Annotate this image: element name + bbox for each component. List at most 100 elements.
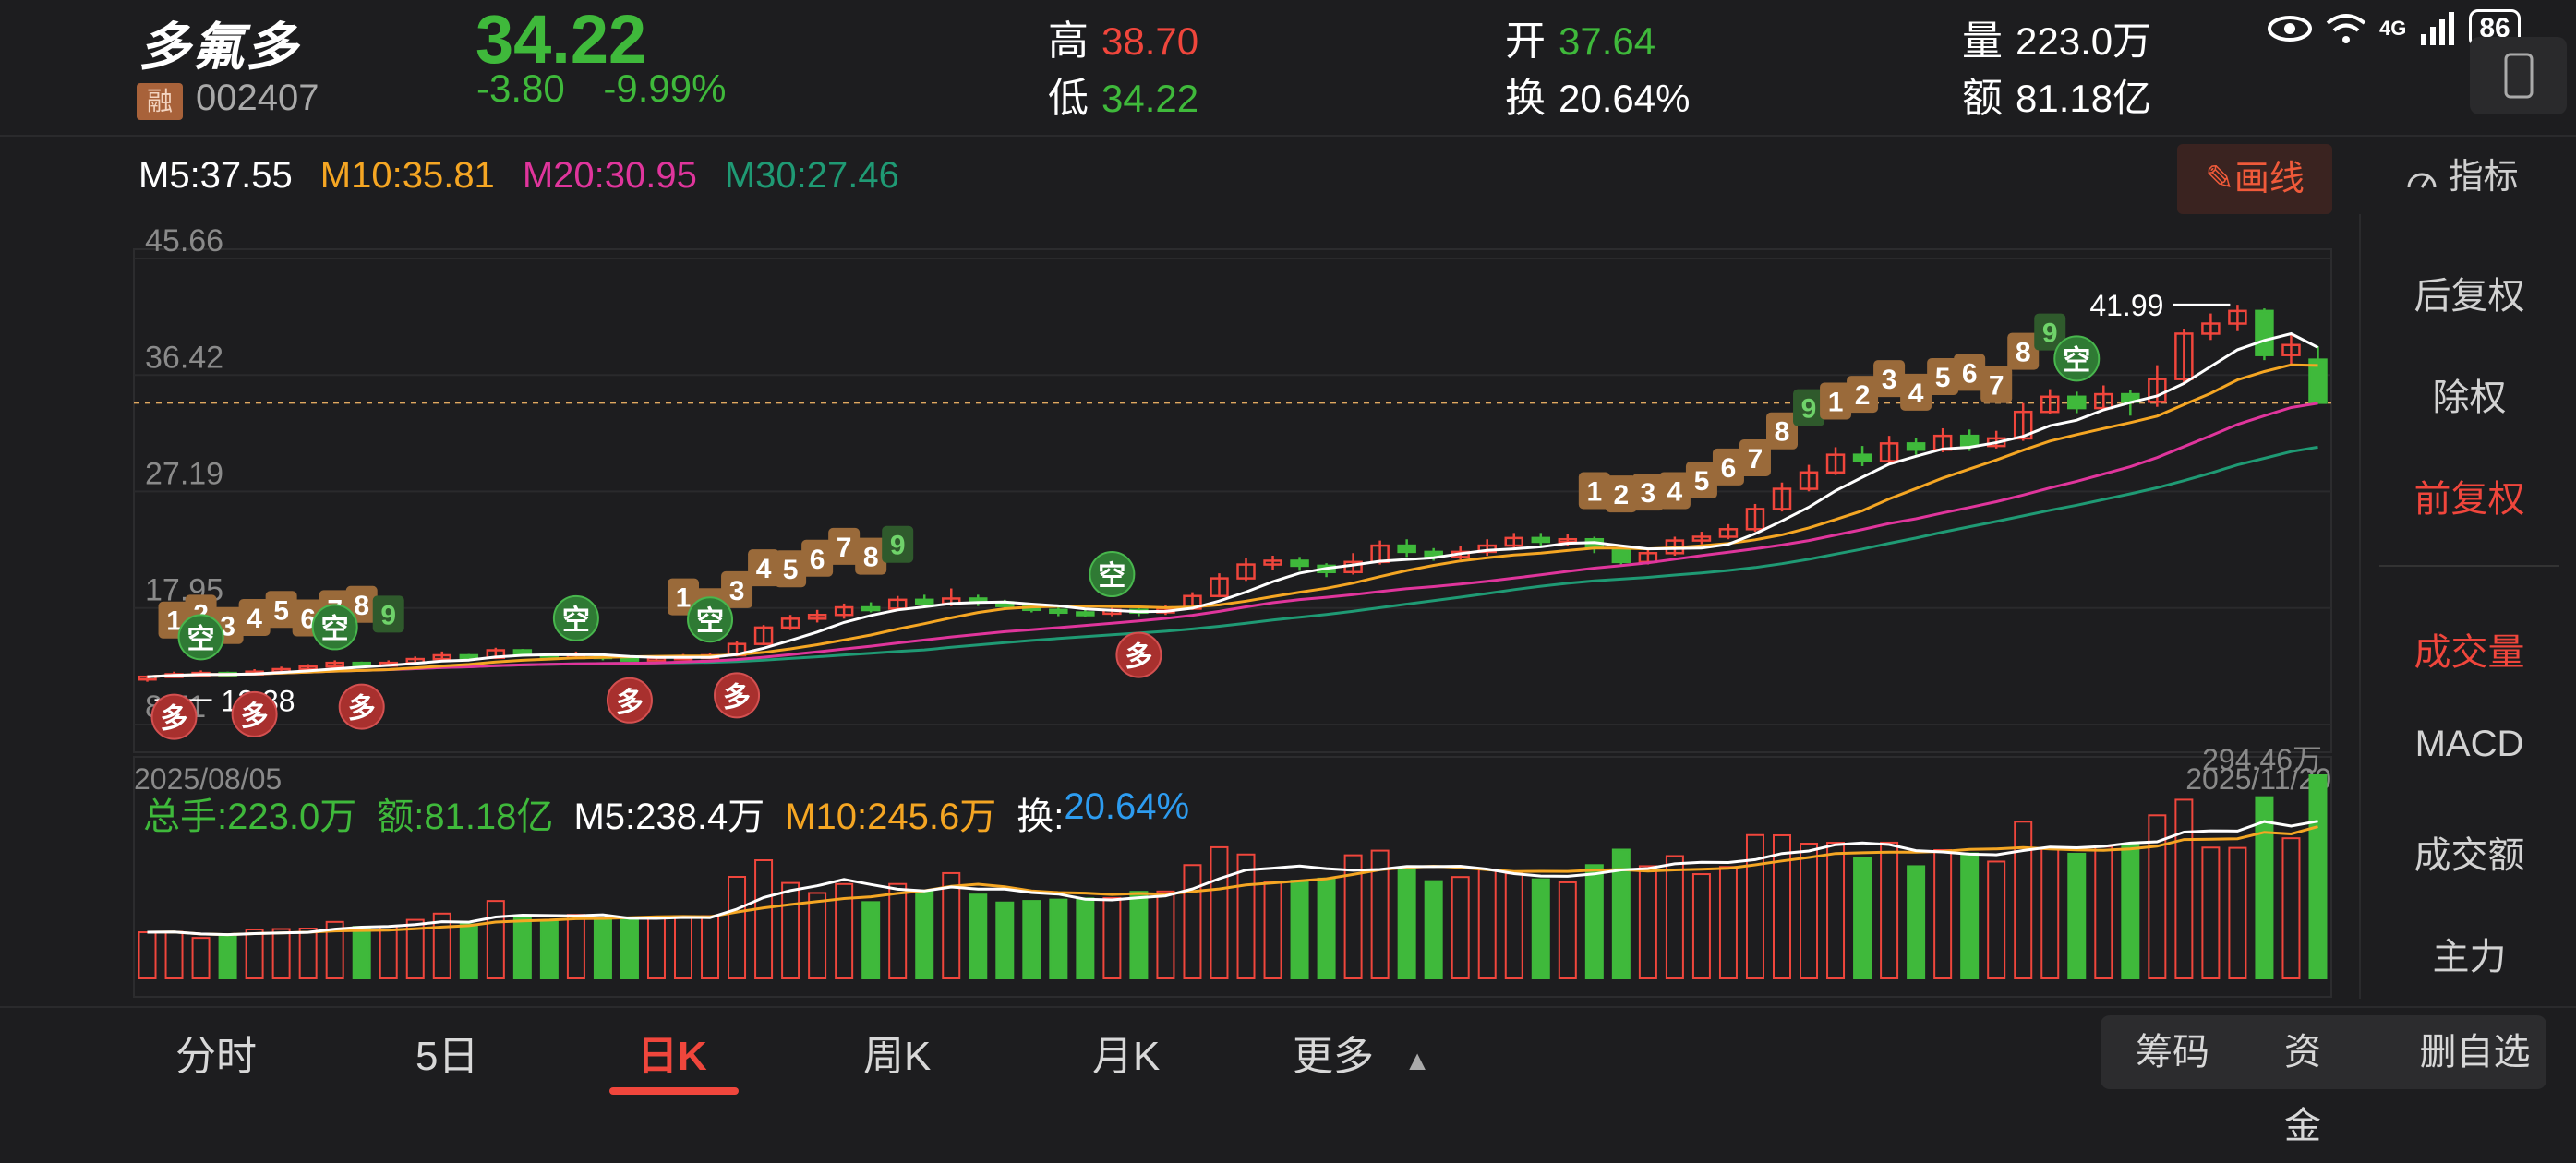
candle-body xyxy=(2255,309,2274,356)
chip-distribution-button[interactable]: 筹码 资金 xyxy=(2101,1015,2331,1146)
candle-body xyxy=(1397,544,1416,554)
x-start-label: 2025/08/05 xyxy=(134,762,282,796)
kline-chart[interactable]: 45.6636.4227.1917.958.712025/08/052025/1… xyxy=(0,222,2359,1006)
sequence-badge xyxy=(1954,354,1986,391)
long-signal-badge xyxy=(606,677,653,724)
volume-bar xyxy=(1156,890,1175,979)
long-signal-badge xyxy=(231,690,278,737)
tab-more[interactable]: 更多 ▲ xyxy=(1293,1023,1431,1082)
volume-bar xyxy=(1102,896,1122,979)
side-item-back-adjusted[interactable]: 后复权 xyxy=(2413,276,2525,317)
candle-body xyxy=(432,653,452,661)
sequence-badge-label: 5 xyxy=(1935,363,1951,393)
candle-body xyxy=(2040,395,2060,414)
side-item-macd[interactable]: MACD xyxy=(2414,724,2524,764)
side-item-amount[interactable]: 成交额 xyxy=(2413,835,2525,876)
volume-turnover-label: 换: xyxy=(1017,797,1065,837)
sequence-badge xyxy=(372,595,404,633)
tab-daily-k[interactable]: 日K xyxy=(637,1034,707,1079)
candle-body xyxy=(1691,535,1712,542)
margin-trading-badge: 融 xyxy=(137,83,183,120)
candle-body xyxy=(1263,559,1282,566)
candle-body xyxy=(2013,410,2033,440)
sequence-badge xyxy=(1820,382,1852,420)
sequence-badge-label: 9 xyxy=(2042,318,2058,349)
tab-5day[interactable]: 5日 xyxy=(415,1034,479,1079)
chip-distribution-label: 筹码 xyxy=(2136,1032,2209,1073)
indicator-button[interactable]: 指标 xyxy=(2405,148,2519,198)
volume-bar xyxy=(2308,774,2328,979)
candle-body xyxy=(1745,508,1765,531)
candle-body xyxy=(753,626,774,645)
tab-intraday[interactable]: 分时 xyxy=(175,1034,257,1079)
side-item-main-force[interactable]: 主力 xyxy=(2432,937,2507,977)
volume-bar xyxy=(646,917,666,979)
sequence-badge-label: 8 xyxy=(354,591,369,621)
volume-bar xyxy=(2067,852,2087,979)
sequence-badge xyxy=(882,525,914,563)
short-signal-label: 空 xyxy=(1098,561,1125,592)
side-item-volume[interactable]: 成交量 xyxy=(2413,632,2525,673)
signal-type-label: 4G xyxy=(2379,17,2407,40)
sequence-badge xyxy=(2034,313,2066,351)
volume-bar xyxy=(1129,891,1149,980)
volume-bar xyxy=(164,930,184,979)
sequence-badge-label: 9 xyxy=(380,600,396,630)
sequence-badge-label: 5 xyxy=(1694,466,1710,497)
quote-turnover-value: 20.64% xyxy=(1559,77,1691,120)
quote-volume-label: 量 xyxy=(1962,18,2003,64)
candle-body xyxy=(1825,453,1846,474)
quote-amount: 额 81.18亿 xyxy=(1962,65,2151,124)
tab-monthly-k[interactable]: 月K xyxy=(1092,1034,1161,1079)
volume-bar xyxy=(218,935,237,980)
sequence-badge-label: 6 xyxy=(1721,453,1737,484)
ma10-line xyxy=(147,363,2318,678)
volume-legend: 总手:223.0万 额:81.18亿 M5:238.4万 M10:245.6万 … xyxy=(143,786,1189,840)
volume-bar xyxy=(1665,855,1684,979)
volume-bar xyxy=(405,918,425,979)
draw-line-button[interactable]: ✎画线 xyxy=(2177,144,2332,214)
volume-bar xyxy=(2148,814,2167,980)
remove-watchlist-button[interactable]: 删自选 xyxy=(2403,1015,2546,1089)
sequence-badge xyxy=(1980,366,2013,403)
ma5-legend: M5:37.55 xyxy=(138,155,293,196)
sequence-badge xyxy=(1712,448,1744,486)
sequence-badge-label: 4 xyxy=(1667,476,1683,507)
long-signal-label: 多 xyxy=(241,701,269,732)
volume-bar xyxy=(325,920,344,980)
sequence-badge-label: 3 xyxy=(220,612,235,642)
volume-max-label: 294.46万 xyxy=(2202,743,2322,776)
volume-bar xyxy=(566,914,585,980)
sequence-badge xyxy=(801,539,834,577)
volume-bar xyxy=(593,918,612,979)
volume-bar xyxy=(1424,880,1443,980)
price-panel-frame xyxy=(133,248,2332,753)
tab-weekly-k[interactable]: 周K xyxy=(863,1034,932,1079)
sequence-badge xyxy=(1793,389,1825,426)
sequence-badge-label: 5 xyxy=(783,555,799,585)
side-item-ex-rights[interactable]: 除权 xyxy=(2432,378,2507,418)
sequence-badge-label: 7 xyxy=(1989,371,2004,402)
short-signal-label: 空 xyxy=(562,605,590,636)
volume-bar xyxy=(1880,841,1899,979)
sequence-badge-label: 1 xyxy=(676,583,692,614)
volume-bar xyxy=(1718,866,1738,980)
volume-bar xyxy=(1022,900,1041,979)
candle-body xyxy=(2094,392,2113,410)
volume-bar xyxy=(1317,877,1336,979)
volume-bar xyxy=(1397,866,1416,980)
volume-bar xyxy=(1933,848,1953,980)
sequence-badge xyxy=(1927,357,1959,395)
side-item-forward-adjusted[interactable]: 前复权 xyxy=(2413,479,2525,520)
landscape-toggle-button[interactable] xyxy=(2470,37,2567,114)
volume-ma10-line xyxy=(147,825,2318,937)
candle-body xyxy=(325,661,344,668)
volume-bar xyxy=(674,916,692,980)
quote-amount-value: 81.18亿 xyxy=(2016,77,2152,120)
sequence-badge-label: 6 xyxy=(1962,358,1978,389)
volume-ma5-line xyxy=(147,820,2318,937)
volume-bar xyxy=(835,882,854,979)
sequence-badge xyxy=(1873,360,1906,398)
volume-bar xyxy=(1343,854,1363,979)
volume-bar xyxy=(512,916,532,980)
